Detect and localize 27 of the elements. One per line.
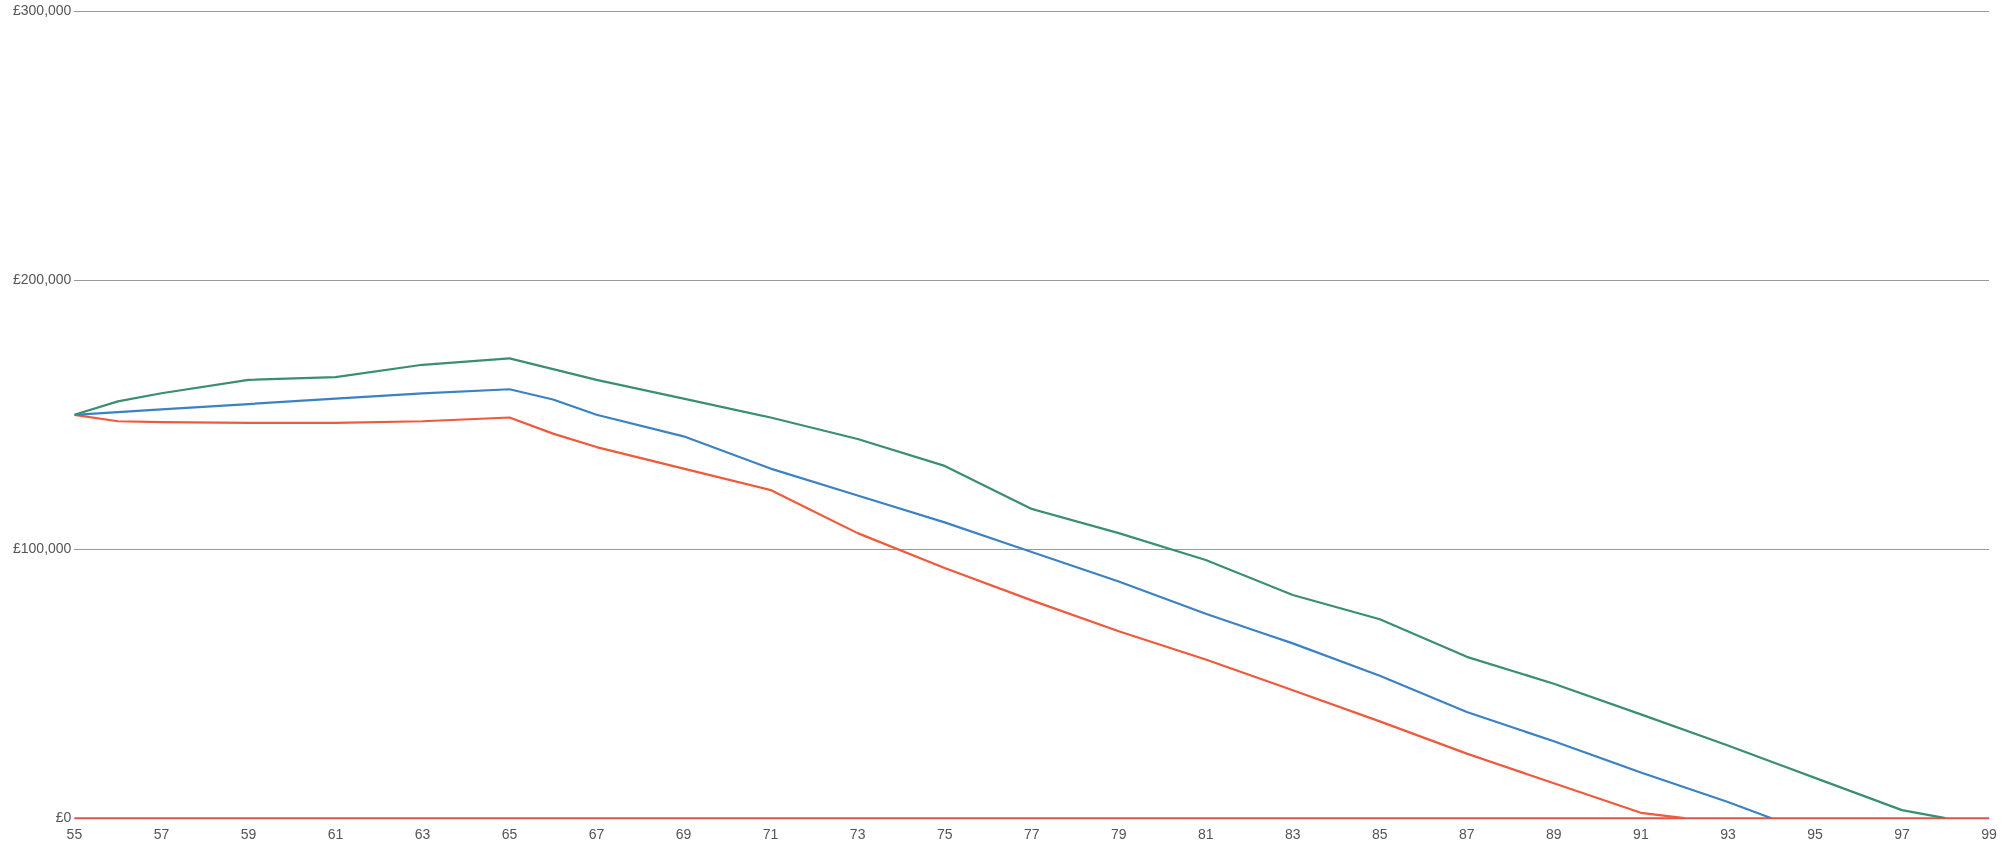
y-tick-label: £0 bbox=[55, 809, 72, 826]
x-tick-label: 57 bbox=[153, 826, 170, 843]
x-tick-label: 89 bbox=[1546, 826, 1562, 843]
x-tick-label: 55 bbox=[66, 826, 83, 843]
x-tick-label: 67 bbox=[588, 826, 605, 843]
x-tick-label: 73 bbox=[849, 826, 866, 843]
x-tick-label: 81 bbox=[1197, 826, 1214, 843]
x-tick-label: 79 bbox=[1110, 826, 1127, 843]
x-tick-label: 63 bbox=[414, 826, 431, 843]
x-tick-label: 77 bbox=[1023, 826, 1040, 843]
x-tick-label: 61 bbox=[327, 826, 344, 843]
x-tick-label: 59 bbox=[240, 826, 257, 843]
x-tick-label: 85 bbox=[1372, 826, 1388, 843]
x-tick-label: 97 bbox=[1894, 826, 1910, 843]
x-tick-label: 87 bbox=[1459, 826, 1475, 843]
x-tick-label: 99 bbox=[1981, 826, 1997, 843]
x-tick-label: 75 bbox=[936, 826, 953, 843]
y-tick-label: £300,000 bbox=[12, 2, 72, 19]
x-tick-label: 83 bbox=[1284, 826, 1301, 843]
x-tick-label: 93 bbox=[1720, 826, 1736, 843]
y-tick-label: £200,000 bbox=[12, 271, 72, 288]
x-tick-label: 91 bbox=[1633, 826, 1649, 843]
x-tick-label: 71 bbox=[762, 826, 779, 843]
x-tick-label: 69 bbox=[675, 826, 692, 843]
y-tick-label: £100,000 bbox=[12, 540, 72, 557]
x-tick-label: 95 bbox=[1807, 826, 1823, 843]
x-tick-label: 65 bbox=[501, 826, 518, 843]
